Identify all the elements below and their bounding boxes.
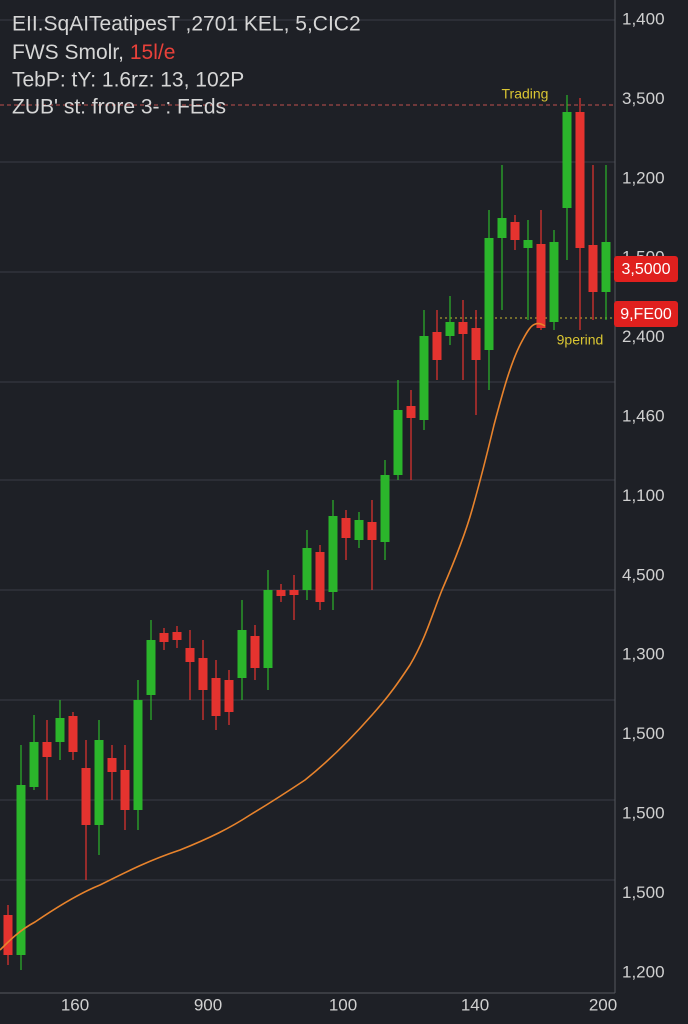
price-label: 1,300 xyxy=(622,645,665,664)
candle-body xyxy=(432,332,442,360)
price-label: 4,500 xyxy=(622,565,665,584)
candle-body xyxy=(263,590,273,668)
candle-body xyxy=(445,322,455,336)
candle-body xyxy=(328,516,338,592)
header-highlight: 15l/e xyxy=(130,41,176,64)
candle-body xyxy=(172,632,182,640)
price-label: 2,400 xyxy=(622,327,665,346)
candle-body xyxy=(29,742,39,787)
candle-body xyxy=(354,520,364,540)
candle-body xyxy=(341,518,351,538)
candle-body xyxy=(588,245,598,292)
candle-body xyxy=(159,633,169,642)
candle-body xyxy=(536,244,546,328)
time-axis: 160 900 100 140 200 xyxy=(61,995,617,1014)
price-label: 1,500 xyxy=(622,803,665,822)
price-label: 1,460 xyxy=(622,406,665,425)
price-badge-label: 3,5000 xyxy=(622,261,671,278)
candle-body xyxy=(393,410,403,475)
candle-body xyxy=(224,680,234,712)
candle-body xyxy=(68,716,78,752)
candle-body xyxy=(185,648,195,662)
price-label: 1,200 xyxy=(622,962,665,981)
candle-body xyxy=(81,768,91,825)
candle-body xyxy=(510,222,520,240)
candle-body xyxy=(562,112,572,208)
candle-body xyxy=(120,770,130,810)
candle-body xyxy=(94,740,104,825)
header-line: EII.SqAITeatipesT ,2701 KEL, 5,CIC2 xyxy=(12,13,361,36)
candles xyxy=(3,95,611,970)
candle-body xyxy=(484,238,494,350)
time-label: 900 xyxy=(194,995,222,1014)
candle-body xyxy=(16,785,26,955)
candle-body xyxy=(146,640,156,695)
price-label: 1,100 xyxy=(622,486,665,505)
time-label: 100 xyxy=(329,995,357,1014)
candle-body xyxy=(471,328,481,360)
candle-body xyxy=(380,475,390,542)
candle-body xyxy=(575,112,585,248)
header-line: TebP: tY: 1.6rz: 13, 102P xyxy=(12,69,244,92)
candle-body xyxy=(133,700,143,810)
candle-body xyxy=(302,548,312,590)
candle-body xyxy=(211,678,221,716)
price-badge xyxy=(614,301,678,327)
price-badge-label: 9,FE00 xyxy=(620,306,672,323)
header-text: FWS Smolr, xyxy=(12,41,124,64)
time-label: 200 xyxy=(589,995,617,1014)
annotation: 9perind xyxy=(557,332,604,348)
candle-body xyxy=(601,242,611,292)
candle-body xyxy=(289,590,299,595)
header-line: ZUB' st: frore 3- : FEds xyxy=(12,96,226,119)
candle-body xyxy=(367,522,377,540)
price-label: 1,500 xyxy=(622,883,665,902)
candle-body xyxy=(107,758,117,772)
price-label: 3,500 xyxy=(622,89,665,108)
candle-body xyxy=(315,552,325,602)
candle-body xyxy=(497,218,507,238)
candle-body xyxy=(237,630,247,678)
price-axis: 1,400 3,500 1,200 1,500 2,400 1,460 1,100 4,500… xyxy=(622,9,665,981)
candle-body xyxy=(419,336,429,420)
candle-body xyxy=(458,322,468,334)
time-label: 140 xyxy=(461,995,489,1014)
price-label: 1,500 xyxy=(622,724,665,743)
time-label: 160 xyxy=(61,995,89,1014)
price-badge xyxy=(614,256,678,282)
candle-body xyxy=(3,915,13,955)
candle-body xyxy=(198,658,208,690)
candle-body xyxy=(250,636,260,668)
candle-body xyxy=(549,242,559,322)
moving-average xyxy=(0,322,546,951)
candle-body xyxy=(276,590,286,596)
candle-body xyxy=(523,240,533,248)
annotation: Trading xyxy=(502,86,549,102)
candle-body xyxy=(55,718,65,742)
header-line: FWS Smolr, 15l/e xyxy=(12,41,175,64)
price-label: 1,400 xyxy=(622,9,665,28)
candle-body xyxy=(406,406,416,418)
candle-body xyxy=(42,742,52,757)
price-label: 1,200 xyxy=(622,168,665,187)
